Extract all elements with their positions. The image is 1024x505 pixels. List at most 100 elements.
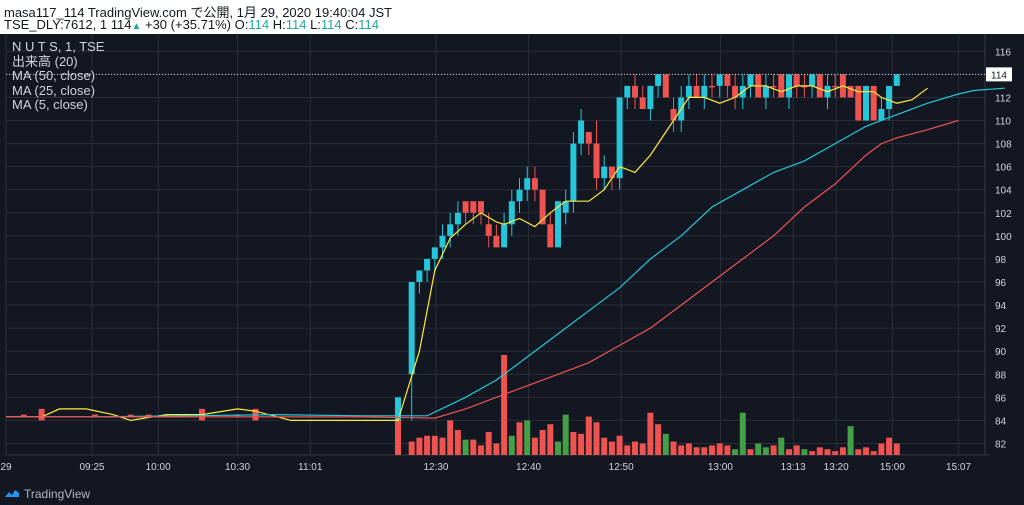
tradingview-logo-icon	[5, 490, 19, 497]
chart-area[interactable]: 82 84 86 88 90 92 94 96 98 100 102 104 106 108 110 112 1…	[0, 34, 1024, 483]
price-chart[interactable]: 82 84 86 88 90 92 94 96 98 100 102 104 106 108 110 112 1…	[0, 34, 1024, 483]
candle-body	[493, 235, 500, 248]
volume-bar	[886, 437, 893, 455]
volume-bar	[716, 443, 723, 455]
volume-bar	[547, 424, 554, 455]
candle-body	[809, 74, 816, 86]
candle-body	[585, 132, 592, 144]
chart-header: masa117_114 TradingView.com で公開, 1月 29, …	[0, 0, 1024, 34]
volume-bar	[516, 422, 523, 455]
candle-body	[547, 224, 554, 248]
candle-body	[632, 85, 638, 98]
legend-ma25[interactable]: MA (25, close)	[12, 82, 96, 98]
y-tick-label: 88	[995, 370, 1007, 381]
chart-legend: N U T S, 1, TSE 出来高 (20) MA (50, close) …	[12, 39, 104, 113]
volume-bar	[555, 441, 561, 455]
candle-body	[701, 85, 708, 98]
volume-bar	[770, 445, 777, 455]
volume-bar	[724, 445, 731, 455]
brand-label[interactable]: TradingView	[24, 487, 91, 501]
legend-ma50[interactable]: MA (50, close)	[12, 68, 96, 83]
candle-body	[601, 166, 608, 179]
volume-bar	[408, 441, 415, 455]
y-tick-label: 84	[995, 416, 1007, 427]
candle-body	[747, 74, 754, 86]
y-tick-label: 104	[995, 186, 1012, 197]
volume-bar	[655, 424, 662, 455]
x-tick-label: 09:25	[79, 462, 104, 473]
volume-bar	[462, 439, 469, 455]
ma-line	[6, 85, 928, 422]
low-label: L:	[310, 17, 321, 32]
volume-bar	[709, 445, 715, 455]
y-tick-label: 86	[995, 393, 1007, 404]
candle-body	[501, 224, 508, 248]
x-tick-label: 12:50	[609, 462, 634, 473]
candle-body	[762, 85, 769, 98]
candle-body	[431, 247, 438, 259]
y-tick-label: 96	[995, 278, 1007, 289]
y-tick-label: 106	[995, 163, 1012, 174]
y-tick-label: 82	[995, 439, 1007, 450]
up-arrow-icon: ▲	[131, 21, 142, 32]
volume-bar	[562, 414, 569, 455]
volume-bar	[847, 426, 854, 455]
volume-bar	[431, 435, 438, 455]
candle-body	[832, 85, 839, 88]
y-tick-label: 108	[995, 140, 1012, 151]
candle-body	[778, 74, 785, 98]
candle-body	[578, 120, 585, 144]
candle-body	[870, 85, 877, 121]
volume-bar	[893, 443, 900, 455]
publish-info: masa117_114 TradingView.com で公開, 1月 29, …	[4, 5, 393, 20]
candle-body	[145, 414, 152, 417]
volume-bar	[678, 445, 685, 455]
candle-body	[863, 85, 869, 121]
candle-body	[38, 408, 45, 421]
candle-body	[92, 414, 99, 417]
candle-body	[593, 143, 600, 179]
high-label: H:	[272, 17, 286, 32]
y-axis: 82 84 86 88 90 92 94 96 98 100 102 104 106 108 110 112 1…	[995, 47, 1012, 450]
open-label: O:	[234, 17, 249, 32]
ma-line	[6, 87, 1005, 418]
candle-body	[716, 74, 723, 86]
x-tick-label: 10:00	[146, 462, 171, 473]
candle-body	[524, 178, 531, 190]
candle-body	[847, 85, 854, 98]
candle-body	[508, 201, 515, 225]
candle-body	[786, 74, 792, 98]
ma-line	[6, 119, 959, 419]
volume-bar	[832, 451, 839, 455]
y-tick-label: 102	[995, 209, 1012, 220]
volume-bar	[878, 443, 885, 455]
candle-body	[878, 108, 885, 121]
candle-body	[624, 85, 631, 98]
volume-bar	[755, 443, 762, 455]
candle-body	[416, 270, 423, 282]
volume-bar	[439, 437, 446, 455]
candle-body	[855, 85, 862, 121]
volume-bar	[395, 405, 401, 455]
volume-bar	[493, 443, 500, 455]
legend-volume: 出来高 (20)	[12, 53, 78, 69]
x-tick-label: 13:13	[781, 462, 806, 473]
ohlc-info: TSE_DLY:7612, 1 114▲ +30 (+35.71%) O:114…	[4, 17, 379, 32]
high-value: 114	[285, 17, 307, 32]
legend-ma5[interactable]: MA (5, close)	[12, 97, 88, 112]
volume-bar	[478, 445, 484, 455]
candle-body	[516, 189, 523, 202]
x-tick-label: 12:30	[423, 462, 448, 473]
candle-body	[20, 414, 27, 417]
candle-body	[655, 74, 662, 86]
volume-bar	[662, 433, 669, 455]
candle-body	[724, 74, 731, 86]
price-change: +30 (+35.71%)	[144, 17, 231, 32]
candle-body	[893, 74, 900, 86]
last-price-label: 114	[991, 70, 1007, 81]
candle-body	[693, 85, 700, 98]
volume-bar	[416, 437, 423, 455]
volume-bar	[593, 422, 600, 455]
chart-footer: TradingView	[0, 483, 1024, 505]
x-tick-label: 12:40	[516, 462, 541, 473]
